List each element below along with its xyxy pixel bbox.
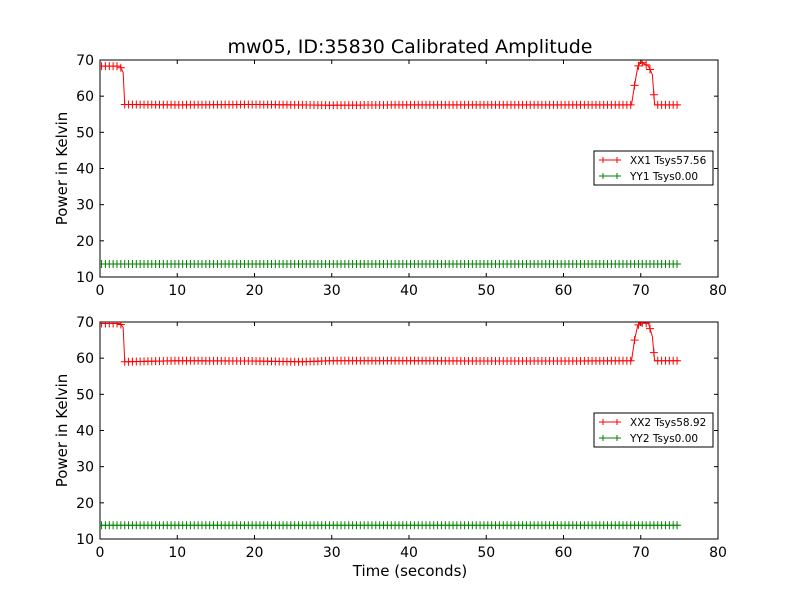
y-tick-label: 20: [76, 496, 94, 512]
x-tick-label: 10: [168, 545, 186, 561]
figure-title: mw05, ID:35830 Calibrated Amplitude: [227, 36, 592, 58]
series-markers-1: [100, 60, 682, 110]
x-tick-label: 70: [632, 283, 650, 299]
x-tick-label: 60: [555, 545, 573, 561]
x-tick-label: 80: [709, 545, 727, 561]
series-marker-plus: [100, 60, 682, 110]
x-tick-label: 0: [96, 545, 105, 561]
y-tick-label: 40: [76, 424, 94, 440]
series-marker-plus: [100, 259, 682, 268]
y-tick-label: 40: [76, 162, 94, 178]
legend-swatch-marker: [600, 173, 620, 179]
x-tick-label: 20: [246, 283, 264, 299]
legend-label: XX2 Tsys58.92: [630, 417, 706, 429]
legend-swatch-marker: [600, 435, 620, 441]
legend-swatch-marker: [600, 157, 620, 163]
series-markers-2: [100, 259, 682, 268]
legend-label: YY1 Tsys0.00: [629, 171, 698, 183]
y-axis-label: Power in Kelvin: [53, 112, 71, 226]
y-tick-label: 50: [76, 125, 94, 141]
y-tick-label: 10: [76, 270, 94, 286]
x-tick-label: 20: [246, 545, 264, 561]
legend-swatch-marker: [600, 419, 620, 425]
legend-1: XX1 Tsys57.56 YY1 Tsys0.00: [593, 150, 714, 186]
y-tick-label: 10: [76, 532, 94, 548]
legend-label: YY2 Tsys0.00: [629, 433, 698, 445]
y-tick-label: 50: [76, 387, 94, 403]
y-tick-label: 30: [76, 198, 94, 214]
y-axis-label: Power in Kelvin: [53, 374, 71, 488]
series-marker-plus: [100, 521, 682, 530]
x-tick-label: 40: [400, 283, 418, 299]
y-tick-label: 60: [76, 89, 94, 105]
legend-label: XX1 Tsys57.56: [630, 155, 707, 167]
series-markers-2: [100, 521, 682, 530]
legend-item: YY2 Tsys0.00: [599, 433, 698, 445]
legend-item: XX1 Tsys57.56: [599, 155, 707, 167]
x-tick-label: 0: [96, 283, 105, 299]
x-tick-label: 80: [709, 283, 727, 299]
legend-box: [593, 150, 714, 186]
y-tick-label: 60: [76, 351, 94, 367]
series-group: [100, 60, 682, 268]
x-tick-label: 70: [632, 545, 650, 561]
x-tick-label: 10: [168, 283, 186, 299]
x-tick-label: 40: [400, 545, 418, 561]
x-axis-label: Time (seconds): [352, 562, 468, 580]
x-tick-label: 30: [323, 545, 341, 561]
series-marker-plus: [100, 322, 682, 366]
y-tick-label: 30: [76, 460, 94, 476]
series-markers-1: [100, 322, 682, 366]
x-tick-label: 50: [477, 283, 495, 299]
legend-item: YY1 Tsys0.00: [599, 171, 698, 183]
legend-item: XX2 Tsys58.92: [599, 417, 706, 429]
y-tick-label: 70: [76, 53, 94, 69]
y-tick-label: 70: [76, 315, 94, 331]
x-tick-label: 50: [477, 545, 495, 561]
legend-2: XX2 Tsys58.92 YY2 Tsys0.00: [593, 412, 714, 448]
x-tick-label: 30: [323, 283, 341, 299]
y-tick-label: 20: [76, 234, 94, 250]
x-tick-label: 60: [555, 283, 573, 299]
series-group: [100, 322, 682, 530]
legend-box: [593, 412, 714, 448]
